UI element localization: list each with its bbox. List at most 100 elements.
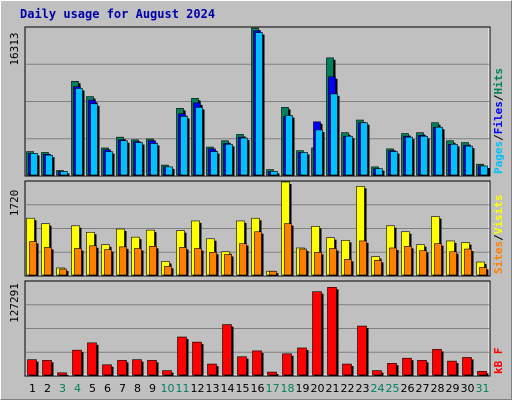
bar-kbytes bbox=[267, 371, 277, 376]
bar-pages bbox=[180, 116, 188, 176]
bar-sites bbox=[179, 247, 187, 276]
bar-sites bbox=[164, 266, 172, 276]
bar-kbytes bbox=[27, 359, 37, 376]
bar-pages bbox=[90, 103, 98, 176]
bar-sites bbox=[134, 248, 142, 276]
bar-sites bbox=[209, 251, 217, 276]
x-tick-label: 4 bbox=[74, 382, 81, 395]
x-tick-label: 14 bbox=[221, 382, 235, 395]
bar-sites bbox=[389, 247, 397, 276]
bar-sites bbox=[404, 246, 412, 276]
x-tick-label: 5 bbox=[89, 382, 96, 395]
legend-entry: / bbox=[492, 234, 505, 241]
bar-pages bbox=[330, 93, 338, 176]
bar-pages bbox=[465, 145, 473, 176]
bar-kbytes bbox=[177, 336, 187, 376]
x-tick-label: 28 bbox=[431, 382, 445, 395]
bar-kbytes bbox=[447, 360, 457, 376]
x-tick-label: 27 bbox=[416, 382, 430, 395]
bar-kbytes bbox=[462, 357, 472, 376]
bar-pages bbox=[30, 153, 38, 176]
bar-sites bbox=[254, 231, 262, 276]
y-max-label: 16313 bbox=[8, 32, 21, 65]
bar-pages bbox=[105, 151, 113, 176]
x-tick-label: 8 bbox=[134, 382, 141, 395]
bar-sites bbox=[299, 248, 307, 276]
bar-kbytes bbox=[402, 357, 412, 376]
x-tick-label: 25 bbox=[386, 382, 400, 395]
x-tick-label: 1 bbox=[29, 382, 36, 395]
legend-entry: Hits bbox=[492, 68, 505, 95]
bar-sites bbox=[479, 267, 487, 276]
bar-sites bbox=[104, 249, 112, 276]
bar-sites bbox=[89, 245, 97, 276]
x-tick-label: 23 bbox=[356, 382, 370, 395]
bar-sites bbox=[359, 240, 367, 276]
bar-pages bbox=[120, 140, 128, 176]
x-tick-label: 10 bbox=[161, 382, 175, 395]
bar-pages bbox=[360, 122, 368, 176]
bar-kbytes bbox=[387, 363, 397, 376]
bar-pages bbox=[60, 171, 68, 176]
bar-kbytes bbox=[117, 360, 127, 376]
bar-kbytes bbox=[72, 349, 82, 376]
bar-kbytes bbox=[192, 341, 202, 376]
bar-sites bbox=[329, 248, 337, 276]
x-tick-label: 11 bbox=[176, 382, 190, 395]
bar-kbytes bbox=[57, 372, 67, 376]
bar-sites bbox=[464, 248, 472, 276]
x-tick-label: 3 bbox=[59, 382, 66, 395]
x-tick-label: 17 bbox=[266, 382, 280, 395]
bar-kbytes bbox=[342, 363, 352, 376]
legend-entry: Pages bbox=[492, 141, 505, 174]
bar-pages bbox=[195, 107, 203, 176]
bar-pages bbox=[435, 126, 443, 176]
legend-entry: Files bbox=[492, 101, 505, 134]
x-tick-label: 7 bbox=[119, 382, 126, 395]
x-tick-label: 31 bbox=[476, 382, 490, 395]
bar-kbytes bbox=[132, 359, 142, 376]
bar-sites bbox=[149, 246, 157, 276]
bar-pages bbox=[345, 135, 353, 176]
bar-kbytes bbox=[237, 356, 247, 376]
legend-entry: Sites bbox=[492, 241, 505, 274]
bar-sites bbox=[239, 243, 247, 276]
bar-pages bbox=[270, 171, 278, 176]
bar-kbytes bbox=[102, 364, 112, 376]
bar-pages bbox=[405, 136, 413, 176]
y-max-label: 127291 bbox=[8, 283, 21, 323]
bar-pages bbox=[375, 168, 383, 176]
bar-pages bbox=[135, 142, 143, 176]
x-tick-label: 15 bbox=[236, 382, 250, 395]
legend: Pages/Files/Hits bbox=[492, 68, 505, 174]
bar-sites bbox=[374, 260, 382, 276]
bar-kbytes-shadow bbox=[59, 374, 69, 376]
bar-pages bbox=[240, 137, 248, 176]
bar-pages bbox=[150, 143, 158, 176]
legend-entry: Visits bbox=[492, 195, 505, 235]
bar-pages bbox=[285, 115, 293, 176]
bar-pages bbox=[450, 144, 458, 176]
bar-sites bbox=[224, 254, 232, 276]
y-max-label: 1720 bbox=[8, 190, 21, 217]
bar-kbytes bbox=[477, 371, 487, 376]
bar-kbytes bbox=[432, 349, 442, 376]
bar-sites bbox=[59, 268, 67, 276]
bar-pages bbox=[45, 154, 53, 176]
x-tick-label: 6 bbox=[104, 382, 111, 395]
bar-pages bbox=[390, 151, 398, 176]
legend-entry: kB F bbox=[492, 348, 505, 375]
bar-sites bbox=[419, 250, 427, 276]
bar-kbytes bbox=[417, 360, 427, 376]
x-tick-label: 26 bbox=[401, 382, 415, 395]
bar-sites bbox=[449, 251, 457, 276]
bar-pages bbox=[315, 129, 323, 176]
bar-pages bbox=[300, 152, 308, 176]
bar-sites bbox=[344, 259, 352, 276]
legend-entry: / bbox=[492, 134, 505, 141]
x-tick-label: 18 bbox=[281, 382, 295, 395]
bar-kbytes bbox=[372, 370, 382, 376]
bar-sites bbox=[74, 248, 82, 276]
bar-sites bbox=[194, 248, 202, 276]
